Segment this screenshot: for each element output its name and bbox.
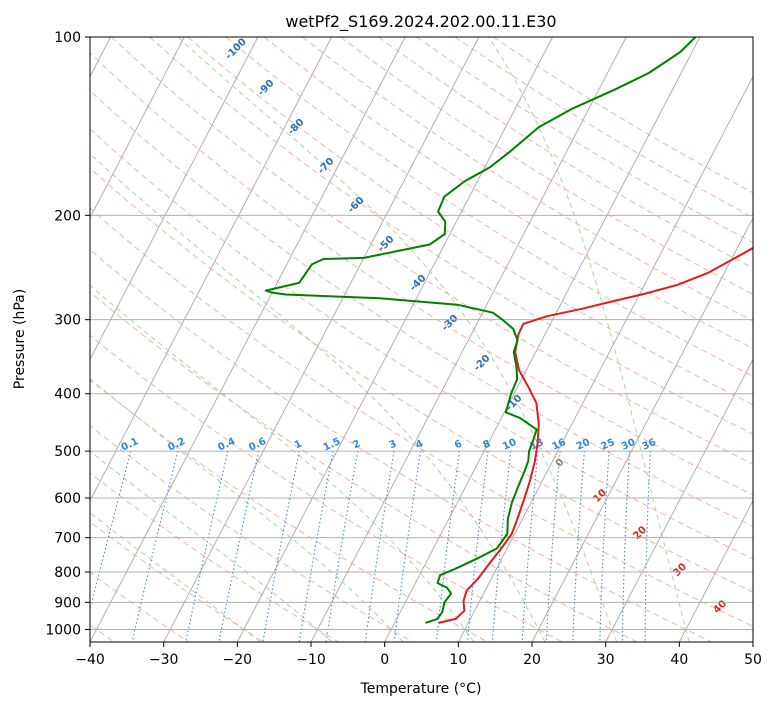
isotherm--10 — [310, 37, 627, 642]
moist-adiabat-4 — [90, 153, 546, 642]
mixing-ratio-line-3 — [218, 450, 260, 642]
dry-adiabat-100 — [111, 37, 753, 465]
mixing-ratio-line-14 — [572, 451, 585, 642]
mixing-ratio-line-10 — [466, 451, 489, 642]
mixing-ratio-line-11 — [491, 451, 512, 642]
isotherm--50 — [90, 37, 333, 502]
dry-adiabat--20 — [90, 521, 264, 642]
x-tick-label: 10 — [449, 652, 467, 668]
isotherm--60 — [90, 37, 259, 361]
y-tick-label: 500 — [54, 444, 81, 460]
dry-adiabat--10 — [90, 472, 339, 642]
mixing-ratio-line-15 — [599, 451, 610, 642]
mixing-ratio-label: 6 — [453, 438, 464, 451]
y-axis: 100 200 300 400 500 600 700 800 900 1000 — [45, 30, 90, 638]
mixing-ratio-line-9 — [435, 451, 461, 642]
mixing-ratio-line-4 — [262, 450, 300, 642]
moist-adiabat-1 — [90, 450, 333, 642]
mixing-ratio-label: 8 — [481, 438, 492, 451]
x-axis: −40 −30 −20 −10 0 10 20 30 40 50 — [75, 642, 762, 668]
axes-frame — [89, 36, 754, 643]
isotherm-20 — [531, 216, 753, 642]
isotherm-30 — [605, 358, 753, 642]
mixing-ratio-line-16 — [621, 451, 631, 642]
mixing-ratio-label: 30 — [620, 437, 637, 453]
isotherm--70 — [90, 37, 185, 219]
mixing-ratio-label: 2 — [351, 438, 362, 451]
y-tick-label: 900 — [54, 595, 81, 611]
mixing-ratio-label: 25 — [599, 437, 616, 453]
dry-adiabat-60 — [90, 167, 753, 593]
moist-adiabat-2 — [90, 378, 404, 642]
dewpoint-profile-line — [264, 37, 697, 624]
x-tick-label: −40 — [75, 652, 105, 668]
mixing-ratio-label: 10 — [501, 437, 518, 453]
mixing-ratio-line-17 — [644, 451, 651, 642]
y-tick-label: 100 — [54, 30, 81, 46]
mixing-ratio-line-1 — [131, 450, 179, 642]
dry-adiabat-30 — [90, 291, 638, 642]
mixing-ratio-line-13 — [545, 451, 561, 642]
mixing-ratio-label: 1 — [293, 438, 304, 451]
y-tick-label: 1000 — [45, 622, 81, 638]
isotherm--30 — [163, 37, 480, 642]
y-tick-label: 400 — [54, 387, 81, 403]
dry-adiabat-10 — [90, 379, 488, 642]
x-tick-label: 20 — [523, 652, 541, 668]
x-axis-label: Temperature (°C) — [360, 681, 482, 697]
x-tick-label: 50 — [744, 652, 762, 668]
isotherm-0 — [384, 37, 701, 642]
y-tick-label: 600 — [54, 491, 81, 507]
mixing-ratio-label: 3 — [387, 438, 398, 451]
x-tick-label: 40 — [670, 652, 688, 668]
x-tick-label: −10 — [296, 652, 326, 668]
chart-title: wetPf2_S169.2024.202.00.11.E30 — [285, 12, 556, 32]
y-axis-label: Pressure (hPa) — [12, 289, 28, 389]
mixing-ratio-line-2 — [185, 450, 229, 642]
mixing-ratio-line-8 — [393, 451, 422, 642]
dry-adiabat-80 — [90, 89, 753, 527]
y-tick-label: 200 — [54, 208, 81, 224]
mixing-ratio-label: 20 — [575, 437, 592, 453]
isotherm-10 — [457, 75, 753, 642]
y-tick-label: 700 — [54, 531, 81, 547]
mixing-ratio-line-5 — [298, 451, 334, 642]
y-tick-label: 300 — [54, 313, 81, 329]
dry-adiabat-40 — [90, 248, 712, 642]
isotherm--40 — [90, 37, 406, 642]
mixing-ratio-label: 36 — [641, 437, 658, 453]
mixing-ratio-label: 16 — [550, 437, 567, 453]
dry-adiabat-50 — [90, 207, 753, 627]
dry-adiabat-90 — [90, 52, 753, 496]
isotherm--20 — [236, 37, 554, 642]
mixing-ratio-line-0 — [90, 450, 132, 612]
moist-adiabat-3 — [90, 284, 475, 642]
mixing-ratio-line-12 — [521, 451, 539, 642]
mixing-ratio-label: 4 — [414, 438, 425, 451]
x-tick-label: 0 — [380, 652, 389, 668]
x-tick-label: −30 — [149, 652, 179, 668]
moist-adiabat-6 — [488, 37, 690, 642]
x-tick-label: 30 — [597, 652, 615, 668]
x-tick-label: −20 — [223, 652, 253, 668]
y-tick-label: 800 — [54, 565, 81, 581]
mixing-ratio-line-7 — [364, 451, 395, 642]
isotherm-40 — [678, 499, 753, 642]
